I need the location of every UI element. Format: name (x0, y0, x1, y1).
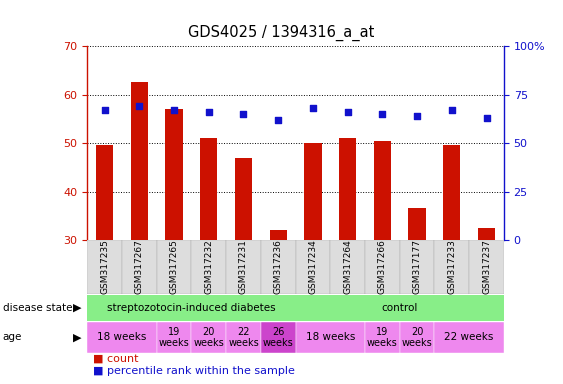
Text: GSM317266: GSM317266 (378, 240, 387, 294)
Point (309, 105, 318, 111)
Text: ▶: ▶ (73, 303, 82, 313)
Bar (296, 322, 365, 353)
Text: GSM317231: GSM317231 (239, 240, 248, 294)
Bar (365, 240, 400, 294)
Bar (478, 228, 495, 240)
Bar (435, 240, 469, 294)
Text: ▶: ▶ (73, 332, 82, 342)
Point (413, 113, 422, 119)
Text: disease state: disease state (3, 303, 72, 313)
Bar (226, 322, 261, 353)
Bar (122, 240, 157, 294)
Point (482, 115, 491, 121)
Text: streptozotocin-induced diabetes: streptozotocin-induced diabetes (107, 303, 276, 313)
Text: 19
weeks: 19 weeks (367, 327, 397, 348)
Point (447, 107, 456, 113)
Text: 22
weeks: 22 weeks (228, 327, 259, 348)
Bar (157, 240, 191, 294)
Text: GSM317237: GSM317237 (482, 240, 491, 294)
Point (274, 117, 283, 123)
Bar (339, 138, 356, 240)
Bar (330, 240, 365, 294)
Text: GSM317235: GSM317235 (100, 240, 109, 294)
Bar (87, 295, 296, 321)
Text: 18 weeks: 18 weeks (306, 332, 355, 342)
Bar (166, 109, 183, 240)
Bar (261, 240, 296, 294)
Bar (374, 141, 391, 240)
Bar (443, 146, 461, 240)
Bar (131, 83, 148, 240)
Bar (261, 322, 296, 353)
Text: GSM317234: GSM317234 (309, 240, 318, 294)
Text: 20
weeks: 20 weeks (194, 327, 224, 348)
Bar (270, 230, 287, 240)
Point (169, 107, 178, 113)
Text: GSM317265: GSM317265 (169, 240, 178, 294)
Bar (304, 143, 321, 240)
Point (378, 111, 387, 117)
Bar (296, 240, 330, 294)
Bar (435, 322, 504, 353)
Bar (469, 240, 504, 294)
Bar (191, 322, 226, 353)
Bar (87, 240, 122, 294)
Text: GSM317236: GSM317236 (274, 240, 283, 294)
Bar (296, 295, 504, 321)
Text: GSM317264: GSM317264 (343, 240, 352, 294)
Bar (226, 240, 261, 294)
Bar (408, 209, 426, 240)
Point (135, 103, 144, 109)
Text: ■ percentile rank within the sample: ■ percentile rank within the sample (93, 366, 295, 376)
Text: control: control (382, 303, 418, 313)
Point (100, 107, 109, 113)
Bar (235, 157, 252, 240)
Text: 19
weeks: 19 weeks (159, 327, 189, 348)
Text: 18 weeks: 18 weeks (97, 332, 147, 342)
Text: GSM317233: GSM317233 (448, 240, 456, 294)
Bar (400, 240, 435, 294)
Text: ■ count: ■ count (93, 354, 138, 364)
Text: GDS4025 / 1394316_a_at: GDS4025 / 1394316_a_at (188, 25, 375, 41)
Text: GSM317232: GSM317232 (204, 240, 213, 294)
Text: 26
weeks: 26 weeks (263, 327, 293, 348)
Bar (365, 322, 400, 353)
Point (204, 109, 213, 115)
Bar (87, 322, 157, 353)
Bar (400, 322, 435, 353)
Bar (96, 146, 113, 240)
Text: GSM317177: GSM317177 (413, 239, 422, 295)
Text: GSM317267: GSM317267 (135, 240, 144, 294)
Text: 22 weeks: 22 weeks (444, 332, 494, 342)
Bar (200, 138, 217, 240)
Point (239, 111, 248, 117)
Point (343, 109, 352, 115)
Text: age: age (3, 332, 22, 342)
Text: 20
weeks: 20 weeks (402, 327, 432, 348)
Bar (191, 240, 226, 294)
Bar (157, 322, 191, 353)
